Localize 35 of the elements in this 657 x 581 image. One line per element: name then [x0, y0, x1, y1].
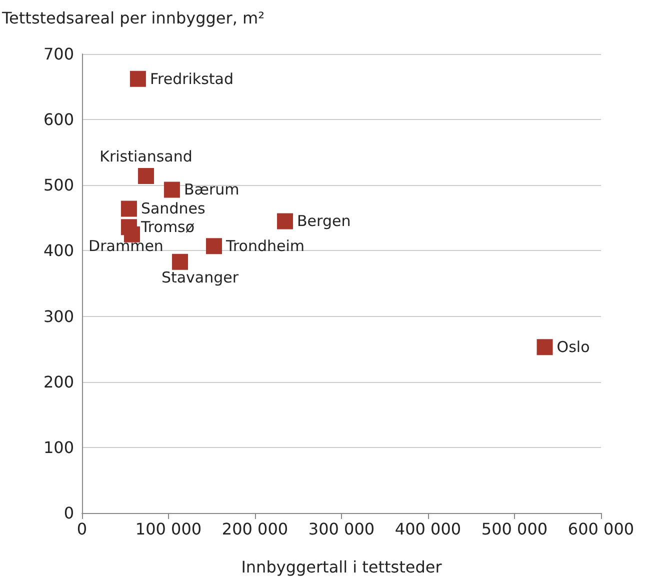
x-tick-label: 500 000 [481, 520, 548, 538]
data-label: Oslo [556, 338, 590, 356]
data-label: Drammen [88, 236, 164, 255]
point [172, 254, 188, 270]
x-axis-title: Innbyggertall i tettsteder [241, 558, 442, 576]
x-tick-label: 0 [76, 520, 88, 538]
data-label: Kristiansand [100, 147, 192, 166]
point [120, 200, 137, 217]
point [277, 213, 294, 230]
y-tick-label: 100 [43, 438, 74, 457]
x-tick-label: 300 000 [308, 520, 375, 538]
point [536, 339, 553, 356]
data-label: Fredrikstad [150, 70, 234, 88]
y-tick-label: 700 [43, 44, 74, 64]
point [164, 182, 180, 198]
x-tick-label: 600 000 [568, 520, 634, 538]
data-label: Tromsø [140, 218, 195, 236]
y-tick-label: 400 [43, 241, 74, 260]
y-tick-label: 600 [43, 110, 74, 130]
y-tick-label: 300 [43, 306, 74, 326]
y-axis-title: Tettstedsareal per innbygger, m² [1, 8, 265, 28]
y-tick-label: 500 [43, 176, 74, 195]
x-tick-label: 100 000 [135, 520, 202, 538]
y-tick-label: 0 [64, 504, 74, 522]
data-label: Bergen [297, 212, 351, 230]
x-tick-label: 400 000 [394, 520, 462, 538]
point [130, 70, 146, 87]
point [138, 168, 154, 184]
y-tick-label: 200 [43, 372, 74, 392]
data-label: Sandnes [140, 200, 206, 218]
x-tick-label: 200 000 [222, 520, 288, 538]
data-label: Stavanger [161, 268, 240, 286]
data-label: Trondheim [225, 237, 305, 256]
point [206, 238, 222, 254]
data-label: Bærum [184, 180, 240, 199]
